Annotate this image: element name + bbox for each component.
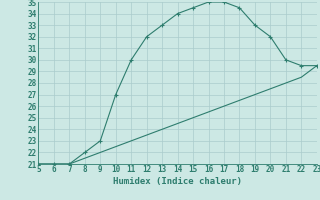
X-axis label: Humidex (Indice chaleur): Humidex (Indice chaleur) — [113, 177, 242, 186]
